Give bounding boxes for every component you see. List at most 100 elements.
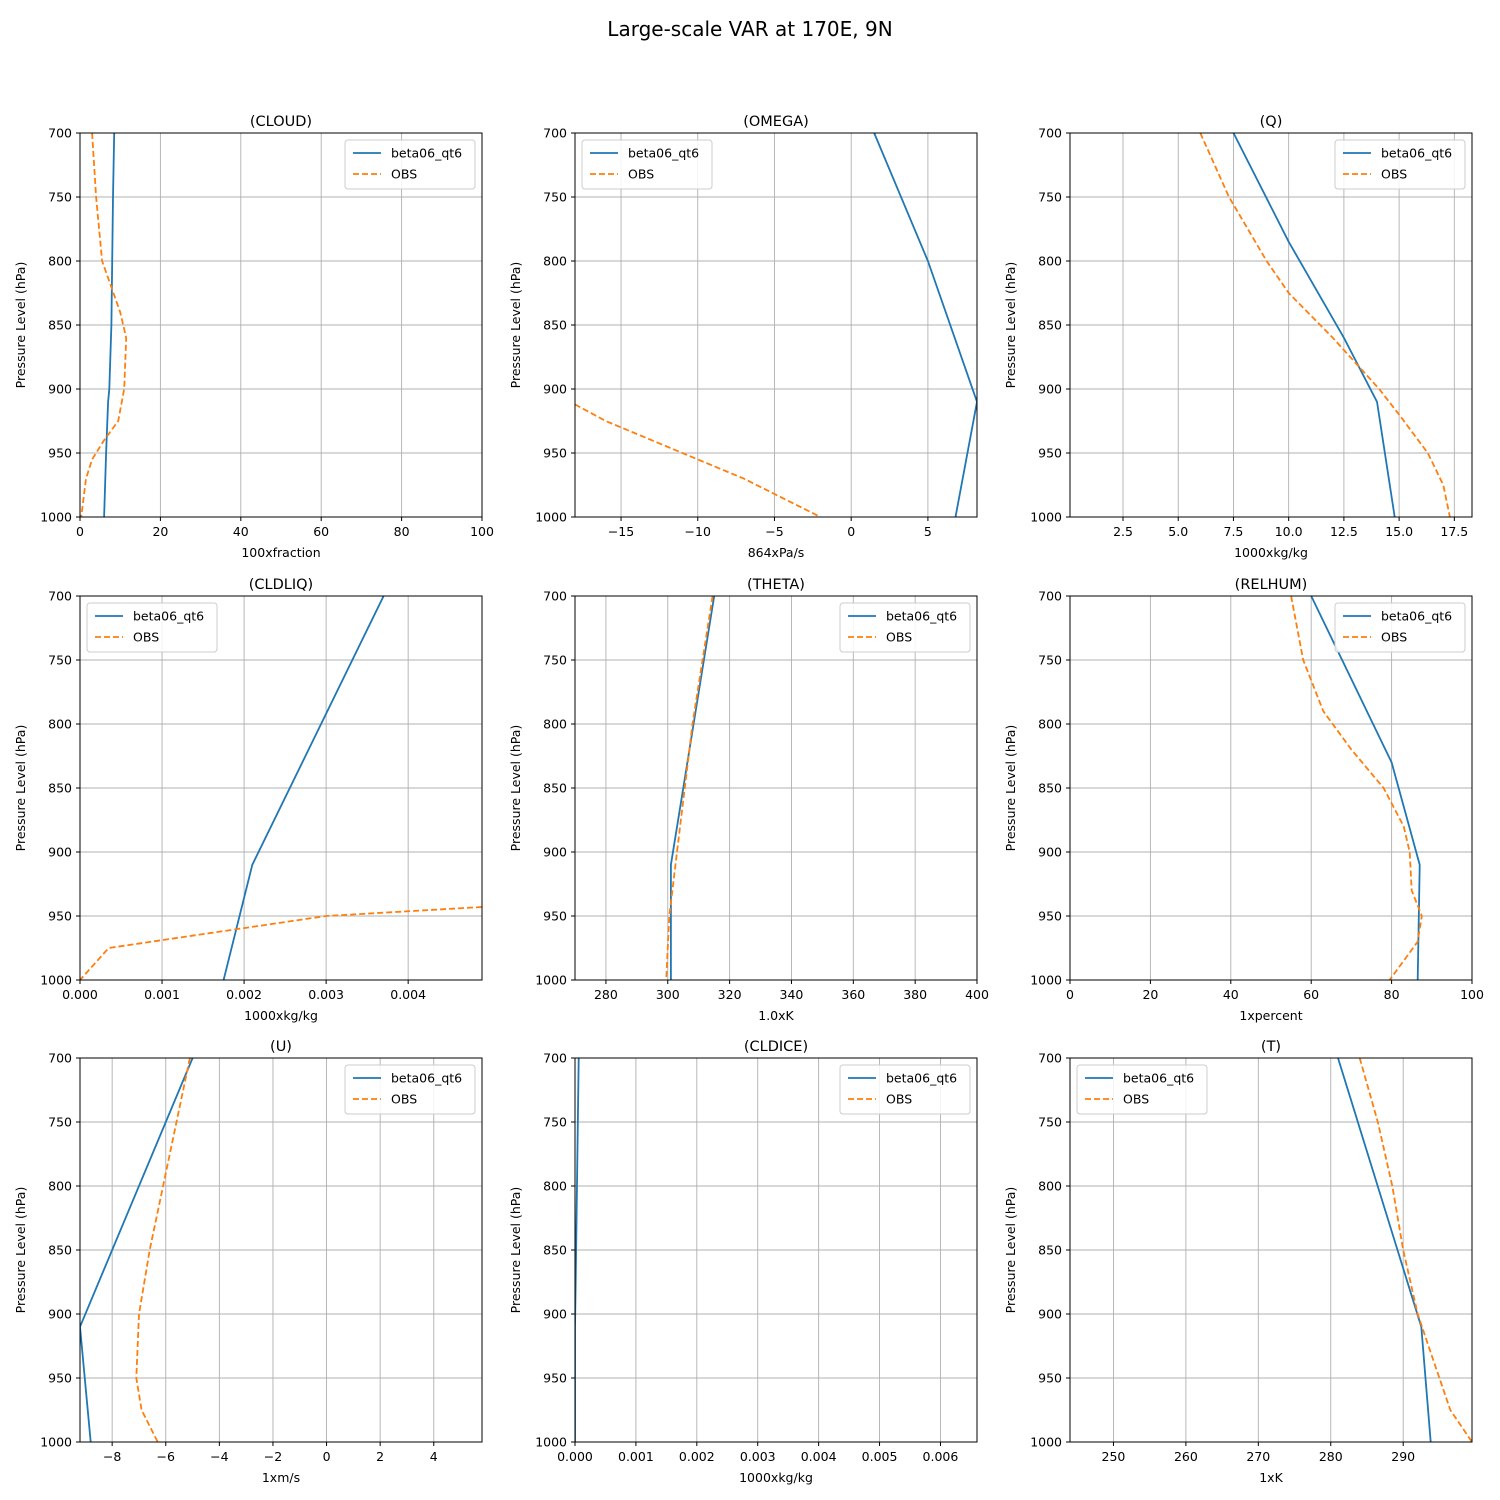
x-tick-label: 100 (470, 524, 494, 539)
y-axis-label: Pressure Level (hPa) (508, 262, 523, 389)
y-tick-label: 700 (543, 589, 567, 604)
panel-omega: −15 −10 −5 0 5 700 750 800 850 900 950 1000 (OMEGA) 8… (508, 114, 978, 560)
y-tick-label: 950 (48, 1371, 72, 1386)
legend-label: beta06_qt6 (1381, 609, 1452, 624)
legend: beta06_qt6 OBS (1076, 1064, 1208, 1115)
series-line-model (1232, 133, 1396, 517)
x-tick-label: 40 (1223, 987, 1239, 1002)
y-tick-label: 850 (543, 318, 567, 333)
series-line-model (80, 1058, 194, 1442)
x-tick-label: 0.005 (862, 1449, 898, 1464)
y-tick-label: 900 (48, 382, 72, 397)
series-line-model (222, 596, 385, 980)
y-tick-label: 850 (48, 781, 72, 796)
x-tick-label: 12.5 (1330, 524, 1358, 539)
x-tick-label: 80 (394, 524, 410, 539)
y-tick-label: 750 (1038, 190, 1062, 205)
legend-label: OBS (1381, 167, 1407, 182)
legend: beta06_qt6 OBS (344, 1064, 476, 1115)
legend-label: OBS (391, 1092, 417, 1107)
y-tick-label: 700 (1038, 1051, 1062, 1066)
y-tick-label: 800 (48, 717, 72, 732)
y-tick-label: 700 (1038, 126, 1062, 141)
legend-label: OBS (1123, 1092, 1149, 1107)
x-tick-label: 0.001 (144, 987, 180, 1002)
legend-label: beta06_qt6 (628, 146, 699, 161)
y-axis-label: Pressure Level (hPa) (1003, 262, 1018, 389)
panel-cloud: 0 20 40 60 80 100 700 750 800 850 900 950 1000 (CLOUD… (13, 114, 494, 560)
y-tick-label: 750 (48, 190, 72, 205)
y-tick-label: 700 (48, 1051, 72, 1066)
x-tick-label: 0.000 (557, 1449, 593, 1464)
y-tick-label: 800 (543, 254, 567, 269)
legend-label: beta06_qt6 (1381, 146, 1452, 161)
y-tick-label: 850 (48, 1243, 72, 1258)
legend-label: OBS (1381, 630, 1407, 645)
y-tick-label: 850 (1038, 318, 1062, 333)
x-tick-label: 0.002 (226, 987, 262, 1002)
x-tick-label: 290 (1391, 1449, 1415, 1464)
x-tick-label: 360 (841, 987, 865, 1002)
legend: beta06_qt6 OBS (344, 139, 476, 190)
x-tick-label: 380 (903, 987, 927, 1002)
y-tick-label: 1000 (40, 973, 72, 988)
x-tick-label: 0.004 (801, 1449, 837, 1464)
y-axis-label: Pressure Level (hPa) (508, 1187, 523, 1314)
panel-u: −8 −6 −4 −2 0 2 4 700 750 800 850 900 950 1000 (U) 1xm/… (13, 1039, 483, 1485)
legend-label: OBS (886, 1092, 912, 1107)
x-tick-label: −10 (685, 524, 711, 539)
y-tick-label: 950 (1038, 1371, 1062, 1386)
x-tick-label: −6 (157, 1449, 175, 1464)
series-line-model (103, 133, 116, 517)
panel-title: (THETA) (747, 577, 805, 593)
series-line-obs (1358, 1058, 1472, 1442)
y-tick-label: 850 (48, 318, 72, 333)
panel-cldliq: 0.000 0.001 0.002 0.003 0.004 700 750 800 850 900… (13, 577, 483, 1023)
y-axis-label: Pressure Level (hPa) (508, 725, 523, 852)
panel-t: 250 260 270 280 290 700 750 800 850 900 950 1000 (T)… (1003, 1039, 1473, 1485)
y-tick-label: 950 (543, 446, 567, 461)
x-tick-label: 5 (924, 524, 932, 539)
legend-label: beta06_qt6 (886, 1071, 957, 1086)
x-axis-label: 1000xkg/kg (244, 1008, 318, 1023)
x-tick-label: 40 (233, 524, 249, 539)
x-tick-label: −5 (765, 524, 783, 539)
x-tick-label: 0.001 (618, 1449, 654, 1464)
panel-title: (CLOUD) (250, 114, 312, 130)
y-tick-label: 800 (543, 1179, 567, 1194)
x-tick-label: 320 (718, 987, 742, 1002)
x-tick-label: 250 (1102, 1449, 1126, 1464)
panel-title: (U) (270, 1039, 292, 1055)
x-axis-label: 1000xkg/kg (1234, 545, 1308, 560)
series-line-obs (575, 403, 821, 517)
y-tick-label: 850 (1038, 781, 1062, 796)
x-tick-label: −15 (608, 524, 634, 539)
x-tick-label: 4 (430, 1449, 438, 1464)
y-tick-label: 1000 (1030, 1435, 1062, 1450)
y-tick-label: 750 (48, 653, 72, 668)
series-line-model (670, 596, 716, 980)
x-tick-label: 260 (1174, 1449, 1198, 1464)
legend: beta06_qt6 OBS (86, 602, 218, 653)
x-tick-label: 0.004 (390, 987, 426, 1002)
y-tick-label: 950 (1038, 909, 1062, 924)
x-tick-label: 80 (1384, 987, 1400, 1002)
y-tick-label: 800 (48, 1179, 72, 1194)
legend-label: beta06_qt6 (391, 1071, 462, 1086)
x-tick-label: 280 (1319, 1449, 1343, 1464)
series-line-obs (1199, 133, 1451, 517)
legend-label: beta06_qt6 (886, 609, 957, 624)
x-tick-label: 0.000 (62, 987, 98, 1002)
series-line-obs (135, 1058, 191, 1442)
series-line-model (1310, 596, 1421, 980)
y-tick-label: 900 (543, 382, 567, 397)
y-tick-label: 700 (1038, 589, 1062, 604)
panels: 0 20 40 60 80 1007007508008509009501000(CLOUD… (13, 114, 1484, 1485)
y-tick-label: 750 (1038, 653, 1062, 668)
x-tick-label: 60 (313, 524, 329, 539)
x-tick-label: 0.003 (308, 987, 344, 1002)
y-tick-label: 1000 (535, 973, 567, 988)
legend: beta06_qt6 OBS (1334, 602, 1466, 653)
y-tick-label: 900 (1038, 382, 1062, 397)
